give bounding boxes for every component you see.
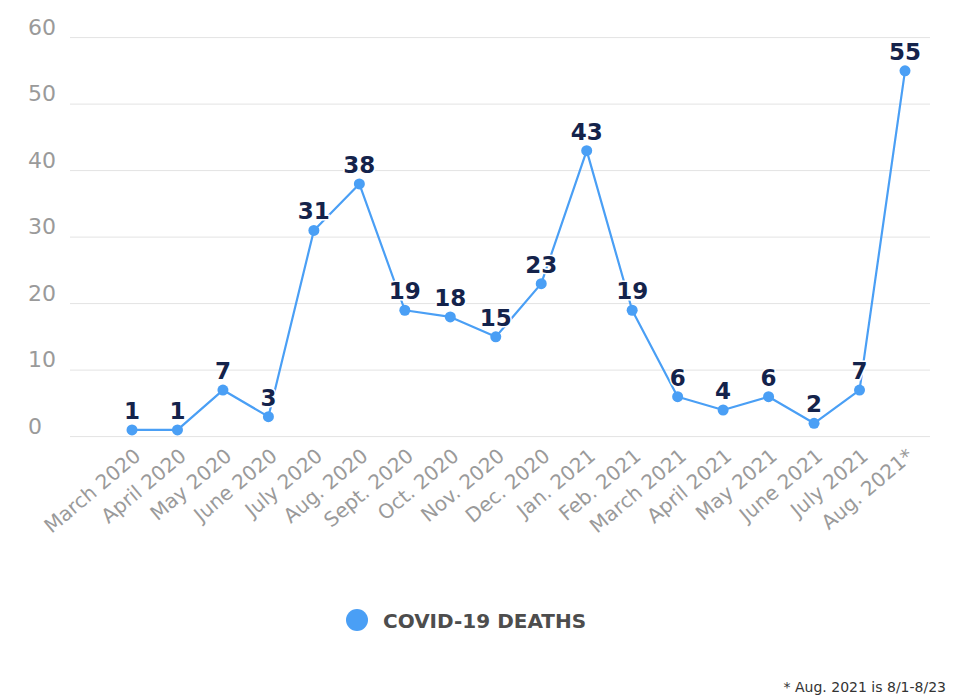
grid-line (70, 237, 930, 238)
data-label: 7 (215, 358, 231, 384)
data-label: 23 (525, 252, 557, 278)
data-point (536, 278, 547, 289)
data-label: 3 (260, 385, 276, 411)
footnote: * Aug. 2021 is 8/1-8/23 (784, 679, 946, 695)
legend-marker (346, 609, 368, 631)
data-point (127, 424, 138, 435)
legend-label: COVID-19 DEATHS (383, 609, 586, 633)
data-label: 6 (670, 365, 686, 391)
data-label: 19 (389, 278, 421, 304)
series-line (132, 71, 905, 430)
y-tick-label: 60 (28, 15, 56, 40)
y-tick-label: 50 (28, 81, 56, 106)
chart: 0102030405060March 2020April 2020May 202… (0, 0, 960, 700)
y-tick-label: 0 (28, 414, 42, 439)
data-point (581, 145, 592, 156)
grid-line (70, 104, 930, 105)
plot-area (127, 65, 911, 435)
data-label: 1 (169, 398, 185, 424)
data-point (627, 305, 638, 316)
grid-line (70, 436, 930, 437)
data-label: 4 (715, 378, 731, 404)
y-tick-label: 30 (28, 214, 56, 239)
data-label: 15 (480, 305, 512, 331)
data-label: 1 (124, 398, 140, 424)
data-point (672, 391, 683, 402)
data-point (900, 65, 911, 76)
data-point (308, 225, 319, 236)
data-label: 55 (889, 39, 921, 65)
legend-entry: COVID-19 DEATHS (346, 609, 586, 633)
data-label: 43 (571, 119, 603, 145)
data-point (354, 178, 365, 189)
y-tick-label: 40 (28, 148, 56, 173)
data-label: 31 (298, 198, 330, 224)
y-tick-label: 10 (28, 347, 56, 372)
data-point (809, 418, 820, 429)
data-point (172, 424, 183, 435)
data-point (399, 305, 410, 316)
data-label: 38 (343, 152, 375, 178)
x-tick-label: Aug. 2021* (816, 443, 918, 534)
grid-line (70, 370, 930, 371)
data-label: 7 (852, 358, 868, 384)
grid-line (70, 170, 930, 171)
y-tick-label: 20 (28, 281, 56, 306)
data-point (263, 411, 274, 422)
data-point (445, 311, 456, 322)
data-point (763, 391, 774, 402)
data-point (718, 405, 729, 416)
data-point (854, 385, 865, 396)
data-point (490, 331, 501, 342)
data-label: 2 (806, 391, 822, 417)
data-label: 19 (616, 278, 648, 304)
data-label: 18 (434, 285, 466, 311)
data-label: 6 (761, 365, 777, 391)
grid-line (70, 37, 930, 38)
data-point (217, 385, 228, 396)
